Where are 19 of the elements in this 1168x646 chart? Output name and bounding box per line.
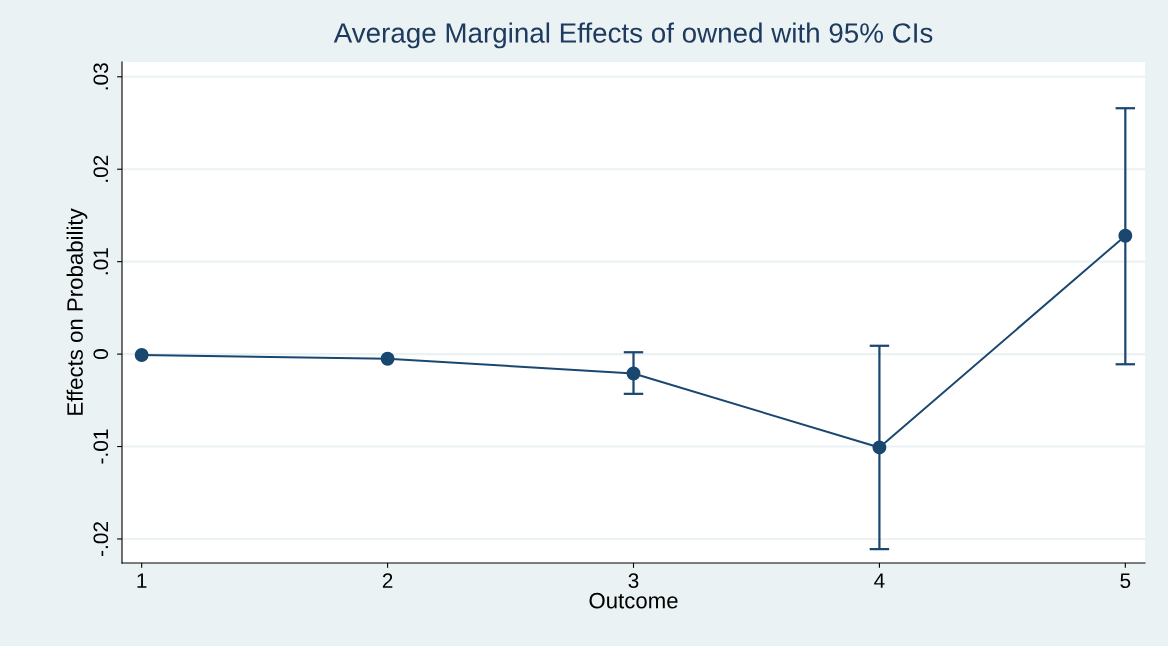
x-tick-label: 2: [382, 573, 393, 588]
chart-title: Average Marginal Effects of owned with 95% CIs: [333, 22, 933, 49]
y-tick-label: 0: [93, 349, 109, 360]
point: [872, 440, 887, 455]
point: [626, 366, 641, 381]
point: [134, 348, 149, 362]
x-tick-label: 1: [137, 573, 147, 588]
point: [380, 351, 395, 366]
y-axis-title: Effects on Probability: [66, 208, 88, 415]
x-tick-label: 4: [874, 573, 885, 588]
x-tick-label: 3: [628, 573, 639, 589]
y-tick-label: -.01: [93, 429, 109, 464]
y-tick-label: .02: [93, 155, 109, 182]
point: [1118, 228, 1133, 243]
y-tick-label: .01: [93, 248, 109, 275]
x-tick-label: 5: [1120, 573, 1131, 589]
y-tick-label: -.02: [93, 522, 109, 556]
y-tick-label: .03: [93, 63, 109, 90]
x-axis-title: Outcome: [589, 592, 678, 609]
